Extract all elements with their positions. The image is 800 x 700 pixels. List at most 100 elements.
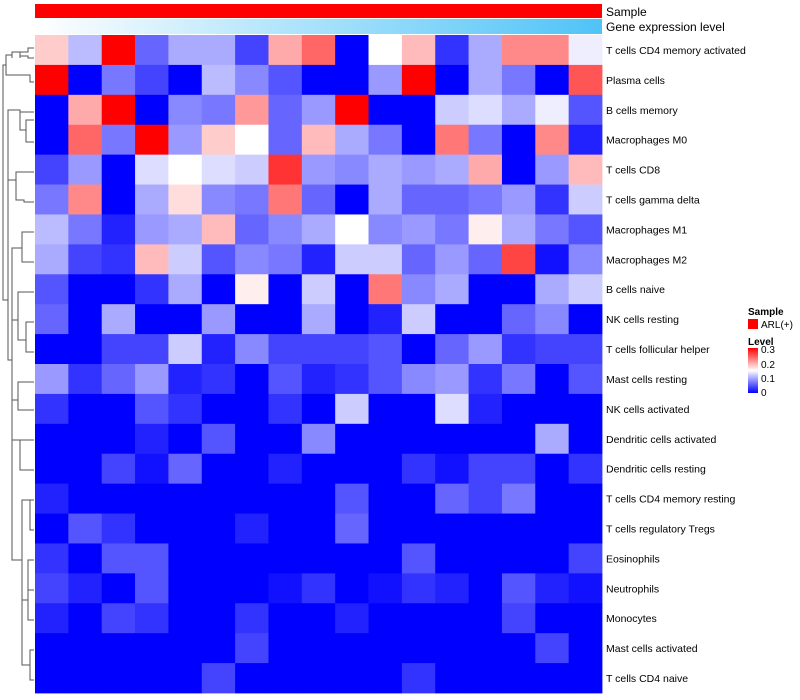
heatmap-cell [535,364,570,395]
heatmap-cell [301,364,336,395]
row-label: Eosinophils [606,553,660,565]
sample-annotation-bar [35,4,602,18]
heatmap-cell [235,423,269,455]
heatmap-cell [235,154,269,185]
heatmap-cell [268,483,303,514]
heatmap-cell [268,124,303,156]
heatmap-cell [401,184,436,215]
heatmap-cell [368,573,403,604]
heatmap-cell [468,334,503,365]
heatmap-cell [68,154,103,185]
heatmap-cell [135,64,169,96]
heatmap-cell [501,603,536,634]
heatmap-cell [435,633,469,664]
heatmap-cell [301,334,336,365]
heatmap-cell [135,35,169,66]
row-label: Neutrophils [606,583,659,595]
heatmap-cell [568,64,603,96]
row-label: Macrophages M1 [606,224,687,236]
heatmap-cell [35,214,69,245]
heatmap-cell [301,274,336,305]
heatmap-cell [268,423,303,455]
heatmap-cell [468,124,503,156]
heatmap-cell [235,64,269,96]
heatmap-cell [335,214,369,245]
heatmap-cell [435,423,469,455]
heatmap-cell [135,633,169,664]
heatmap-cell [201,603,236,634]
sample-track-label: Sample [606,5,647,19]
heatmap-cell [535,393,570,425]
heatmap-cell [35,633,69,664]
heatmap-cell [501,334,536,365]
heatmap-cell [68,244,103,275]
heatmap-cell [235,35,269,66]
heatmap-cell [468,663,503,694]
heatmap-cell [435,513,469,544]
legend-sample-title: Sample [748,307,784,318]
heatmap-cell [501,304,536,335]
heatmap-cell [35,393,69,425]
legend-level-title: Level [748,337,774,348]
heatmap-cell [335,603,369,634]
heatmap-cell [168,214,203,245]
heatmap-cell [301,513,336,544]
heatmap-cell [68,663,103,694]
heatmap-cell [335,244,369,275]
heatmap-cell [535,423,570,455]
heatmap-cell [335,633,369,664]
heatmap-cell [235,214,269,245]
heatmap-cell [35,304,69,335]
heatmap-cell [201,393,236,425]
heatmap-cell [168,64,203,96]
heatmap-cell [335,94,369,126]
legend-tick-0.3: 0.3 [761,345,775,356]
heatmap-cell [101,483,136,514]
heatmap-cell [501,35,536,66]
heatmap-cell [535,543,570,574]
heatmap-cell [468,184,503,215]
heatmap-cell [435,244,469,275]
heatmap-cell [268,184,303,215]
heatmap-cell [168,304,203,335]
heatmap-cell [501,633,536,664]
heatmap-cell [535,244,570,275]
heatmap-cell [268,453,303,485]
heatmap-cell [435,274,469,305]
heatmap-cell [401,64,436,96]
expression-annotation-bar [35,19,602,34]
heatmap-cell [35,274,69,305]
heatmap-cell [101,453,136,485]
heatmap-cell [468,573,503,604]
heatmap-cell [468,304,503,335]
heatmap-cell [168,393,203,425]
heatmap-cell [101,603,136,634]
heatmap-cell [35,124,69,156]
heatmap-cell [101,94,136,126]
row-label: NK cells resting [606,314,679,326]
heatmap-cell [35,364,69,395]
row-label: Monocytes [606,613,657,625]
heatmap-cell [268,603,303,634]
heatmap-cell [201,423,236,455]
heatmap-cell [401,393,436,425]
heatmap-cell [501,274,536,305]
heatmap-cell [268,663,303,694]
heatmap-cell [335,274,369,305]
heatmap-cell [401,364,436,395]
heatmap-cell [468,364,503,395]
heatmap-cell [168,663,203,694]
heatmap-cell [235,334,269,365]
heatmap-cell [268,334,303,365]
heatmap-cell [568,334,603,365]
heatmap-cell [368,274,403,305]
heatmap-cell [268,35,303,66]
heatmap-cell [368,214,403,245]
heatmap-cell [268,214,303,245]
heatmap-cell [301,393,336,425]
heatmap-cell [468,633,503,664]
heatmap-cell [435,304,469,335]
heatmap-cell [235,543,269,574]
heatmap-cell [568,154,603,185]
